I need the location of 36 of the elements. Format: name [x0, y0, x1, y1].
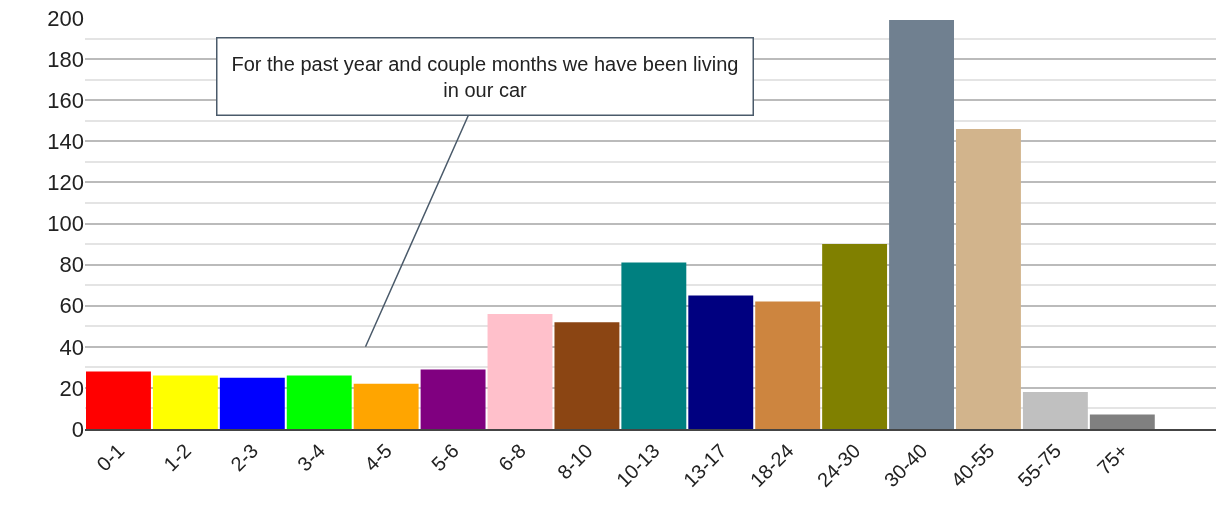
bar	[554, 322, 620, 429]
bar	[822, 244, 888, 429]
bar	[755, 301, 821, 429]
bar	[353, 383, 419, 429]
x-tick-label: 5-6	[426, 439, 463, 476]
bar	[86, 371, 151, 429]
x-tick-label: 4-5	[360, 439, 397, 476]
bar	[219, 377, 285, 429]
y-tick-label: 0	[71, 416, 84, 442]
y-tick-label: 140	[47, 129, 84, 154]
y-tick-label: 100	[47, 211, 84, 237]
bar	[956, 128, 1021, 429]
bar	[1022, 392, 1088, 429]
x-tick-label: 0-1	[92, 439, 129, 476]
x-tick-label: 2-3	[226, 439, 263, 476]
x-tick-label: 75+	[1092, 439, 1133, 479]
bar	[621, 262, 687, 429]
x-tick-label: 3-4	[293, 439, 330, 476]
bar	[688, 295, 754, 429]
y-tick-label: 20	[59, 375, 84, 401]
x-tick-label: 1-2	[159, 439, 196, 476]
bar	[286, 375, 352, 429]
y-tick-label: 80	[59, 252, 84, 278]
bar	[1089, 414, 1155, 429]
bar	[487, 313, 553, 429]
x-tick-label: 6-8	[493, 439, 530, 476]
bar	[152, 375, 218, 429]
y-tick-label: 120	[47, 170, 84, 196]
y-tick-label: 200	[47, 5, 84, 31]
y-tick-label: 60	[59, 293, 84, 319]
y-tick-label: 180	[47, 46, 84, 72]
bar	[889, 20, 954, 429]
y-tick-label: 40	[59, 334, 84, 360]
y-tick-label: 160	[47, 87, 84, 113]
bar	[420, 369, 486, 429]
annotation: For the past year and couple months we have been living in our car	[231, 52, 739, 101]
